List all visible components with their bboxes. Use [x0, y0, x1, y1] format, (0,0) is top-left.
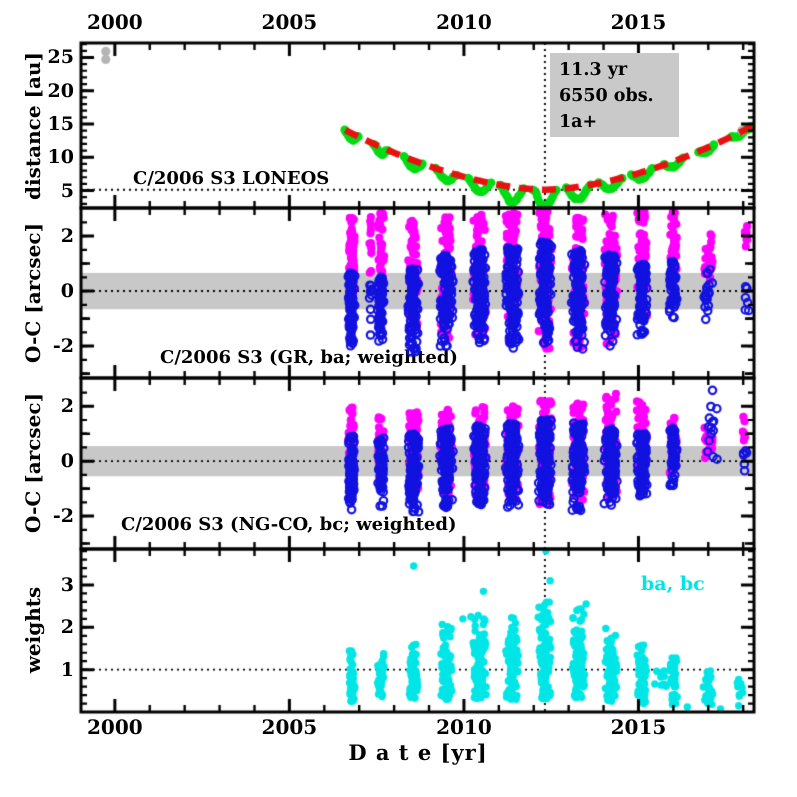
annotation-line-arc-length: 11.3 yr	[559, 60, 628, 80]
annotation-line-solution: 1a+	[559, 112, 598, 132]
annotation-line-obs-count: 6550 obs.	[559, 86, 654, 106]
annotation-box: 11.3 yr 6550 obs. 1a+	[550, 53, 679, 137]
